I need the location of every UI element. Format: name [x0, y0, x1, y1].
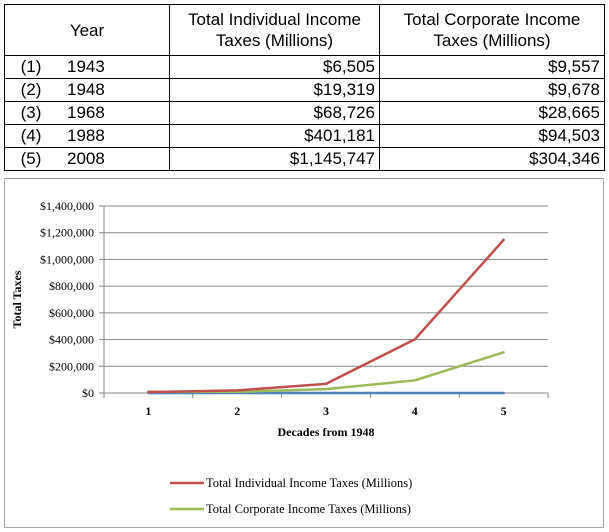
chart-frame: $0 $200,000 $400,000 $600,000 $800,000 $1,000…: [4, 178, 604, 528]
row-year: 1943: [67, 57, 105, 76]
row-year: 2008: [67, 149, 105, 168]
table-row: (1) 1943 $6,505 $9,557: [4, 55, 605, 79]
tax-line-chart: $0 $200,000 $400,000 $600,000 $800,000 $1,000…: [10, 199, 549, 516]
table-row: (2) 1948 $19,319 $9,678: [4, 78, 605, 102]
cell-individual: $401,181: [169, 124, 380, 148]
tax-table: Year Total Individual Income Taxes (Mill…: [4, 4, 605, 171]
cell-year: (3) 1968: [4, 101, 170, 125]
y-tick-label: $1,000,000: [40, 252, 94, 266]
row-year: 1968: [67, 103, 105, 122]
legend-label: Total Individual Income Taxes (Millions): [206, 476, 412, 490]
x-tick-label: 5: [501, 404, 507, 418]
y-tick-label: $200,000: [49, 359, 94, 373]
series-line-1: [147, 351, 505, 393]
row-year: 1948: [67, 80, 105, 99]
cell-corporate: $28,665: [379, 101, 605, 125]
cell-corporate: $304,346: [379, 147, 605, 171]
table-row: (4) 1988 $401,181 $94,503: [4, 124, 605, 148]
row-year: 1988: [67, 126, 105, 145]
y-tick-label: $1,200,000: [40, 226, 94, 240]
cell-year: (1) 1943: [4, 55, 170, 79]
x-axis-title: Decades from 1948: [277, 425, 374, 439]
y-tick-label: $600,000: [49, 306, 94, 320]
x-tick-label: 2: [234, 404, 240, 418]
x-tick-label: 1: [145, 404, 151, 418]
cell-year: (4) 1988: [4, 124, 170, 148]
cell-corporate: $94,503: [379, 124, 605, 148]
y-axis-title: Total Taxes: [10, 270, 24, 328]
table-row: (3) 1968 $68,726 $28,665: [4, 101, 605, 125]
cell-year: (2) 1948: [4, 78, 170, 102]
cell-individual: $6,505: [169, 55, 380, 79]
header-year: Year: [4, 4, 170, 56]
y-tick-label: $400,000: [49, 333, 94, 347]
row-index: (5): [20, 149, 42, 168]
header-corporate: Total Corporate Income Taxes (Millions): [379, 4, 605, 56]
table-row: (5) 2008 $1,145,747 $304,346: [4, 147, 605, 171]
cell-corporate: $9,557: [379, 55, 605, 79]
cell-individual: $19,319: [169, 78, 380, 102]
y-tick-label: $0: [82, 386, 94, 400]
x-tick-label: 4: [412, 404, 418, 418]
y-tick-label: $800,000: [49, 279, 94, 293]
x-tick-label: 3: [323, 404, 329, 418]
legend-label: Total Corporate Income Taxes (Millions): [206, 502, 411, 516]
cell-individual: $1,145,747: [169, 147, 380, 171]
row-index: (1): [20, 57, 42, 76]
header-individual: Total Individual Income Taxes (Millions): [169, 4, 380, 56]
series-line-0: [147, 238, 505, 394]
cell-individual: $68,726: [169, 101, 380, 125]
y-tick-label: $1,400,000: [40, 199, 94, 213]
row-index: (4): [20, 126, 42, 145]
row-index: (2): [20, 80, 42, 99]
cell-year: (5) 2008: [4, 147, 170, 171]
row-index: (3): [20, 103, 42, 122]
table-header-row: Year Total Individual Income Taxes (Mill…: [4, 4, 605, 56]
cell-corporate: $9,678: [379, 78, 605, 102]
